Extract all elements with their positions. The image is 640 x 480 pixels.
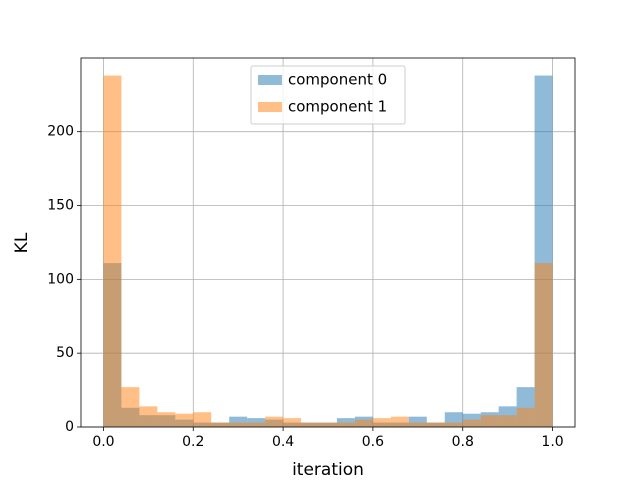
bar: [336, 422, 355, 427]
bar: [444, 422, 463, 427]
bar: [157, 412, 176, 427]
bar: [103, 75, 122, 428]
bar: [283, 418, 302, 427]
y-tick-label: 200: [47, 124, 74, 140]
y-axis-label: KL: [12, 232, 32, 253]
x-tick-label: 0.8: [452, 434, 474, 450]
bar: [121, 387, 140, 427]
x-tick-label: 0.4: [272, 434, 294, 450]
bar: [265, 416, 284, 427]
y-tick-label: 50: [56, 345, 74, 361]
bar: [301, 422, 320, 427]
bar: [498, 415, 517, 427]
x-axis-label: iteration: [292, 460, 364, 480]
plot-frame: [80, 57, 576, 428]
bar: [426, 422, 445, 427]
x-tick-label: 0.2: [182, 434, 204, 450]
bar: [193, 412, 212, 427]
y-tick-label: 100: [47, 271, 74, 287]
legend-swatch: [258, 102, 282, 112]
bar: [229, 416, 248, 427]
legend-swatch: [258, 75, 282, 85]
bar: [462, 419, 481, 427]
y-tick-label: 150: [47, 198, 74, 214]
legend-box: [250, 65, 406, 125]
bar: [139, 406, 158, 427]
bar: [354, 419, 373, 427]
bar: [480, 415, 499, 427]
bar: [408, 416, 427, 427]
bar: [211, 422, 230, 427]
bar: [175, 413, 194, 427]
legend: component 0 component 1: [250, 65, 406, 125]
legend-label: component 1: [288, 98, 387, 116]
x-tick-label: 0.6: [362, 434, 384, 450]
bar: [534, 263, 553, 427]
bar: [390, 416, 409, 427]
bar: [516, 407, 535, 427]
x-tick-label: 1.0: [541, 434, 563, 450]
bar: [408, 422, 427, 427]
bar: [229, 422, 248, 427]
x-tick-label: 0.0: [92, 434, 114, 450]
legend-label: component 0: [288, 71, 387, 89]
bar: [372, 418, 391, 427]
bar: [247, 422, 266, 427]
y-tick-label: 0: [65, 419, 74, 435]
bar: [319, 422, 337, 427]
